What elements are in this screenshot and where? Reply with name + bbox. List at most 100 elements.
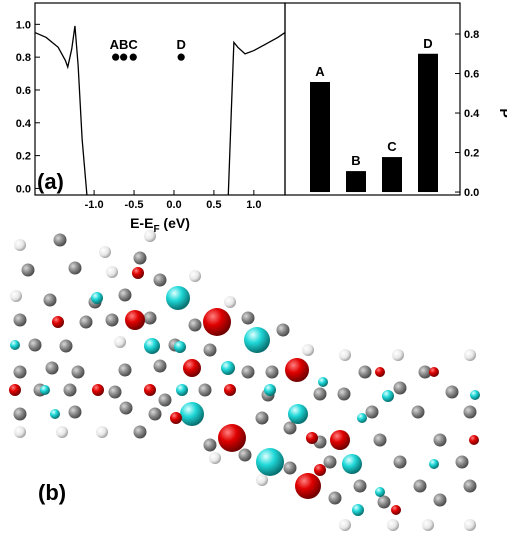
- cyan-orbital-lobe: [166, 286, 190, 310]
- hydrogen-atom: [256, 474, 268, 486]
- red-orbital-lobe: [9, 384, 21, 396]
- state-point: [112, 53, 120, 61]
- dos-line: [34, 25, 286, 196]
- carbon-atom: [238, 448, 252, 462]
- carbon-atom: [365, 405, 379, 419]
- hydrogen-atom: [14, 426, 26, 438]
- hydrogen-atom: [99, 246, 111, 258]
- y-tick-label: 0.4: [464, 108, 480, 120]
- carbon-atom: [119, 401, 133, 415]
- panel-label: (b): [38, 480, 66, 505]
- red-orbital-lobe: [183, 359, 201, 377]
- carbon-atom: [283, 461, 297, 475]
- carbon-atom: [153, 359, 167, 373]
- carbon-atom: [353, 479, 367, 493]
- carbon-atom: [133, 251, 147, 265]
- x-axis-label-part: E-E: [130, 215, 153, 231]
- carbon-atom: [198, 383, 212, 397]
- red-orbital-lobe: [144, 384, 156, 396]
- carbon-atom: [418, 365, 432, 379]
- x-tick-label: 0.5: [206, 199, 221, 211]
- y-tick-label: 0.0: [464, 187, 479, 199]
- y-tick-label: 0.6: [464, 69, 479, 81]
- x-tick-label: -0.5: [125, 199, 144, 211]
- carbon-atom: [63, 383, 77, 397]
- carbon-atom: [393, 455, 407, 469]
- red-orbital-lobe: [314, 464, 326, 476]
- cyan-orbital-lobe: [357, 413, 367, 423]
- x-axis-label-part: F: [153, 224, 159, 235]
- carbon-atom: [203, 343, 217, 357]
- carbon-atom: [68, 405, 82, 419]
- carbon-atom: [118, 363, 132, 377]
- carbon-atom: [413, 479, 427, 493]
- carbon-atom: [433, 433, 447, 447]
- hydrogen-atom: [339, 519, 351, 531]
- red-orbital-lobe: [429, 367, 439, 377]
- carbon-atom: [79, 315, 93, 329]
- carbon-atom: [313, 387, 327, 401]
- red-orbital-lobe: [92, 384, 104, 396]
- carbon-atom: [455, 455, 469, 469]
- carbon-atom: [43, 293, 57, 307]
- carbon-atom: [411, 405, 425, 419]
- carbon-atom: [463, 479, 477, 493]
- red-orbital-lobe: [330, 430, 350, 450]
- cyan-orbital-lobe: [352, 504, 364, 516]
- carbon-atom: [463, 405, 477, 419]
- carbon-atom: [337, 387, 351, 401]
- carbon-atom: [13, 407, 27, 421]
- carbon-atom: [358, 365, 372, 379]
- carbon-atom: [377, 495, 391, 509]
- red-orbital-lobe: [125, 310, 145, 330]
- hydrogen-atom: [56, 426, 68, 438]
- carbon-atom: [13, 365, 27, 379]
- y-tick-label: 1.0: [16, 19, 31, 31]
- y-tick-label: 0.8: [16, 52, 31, 64]
- carbon-atom: [118, 288, 132, 302]
- hydrogen-atom: [224, 296, 236, 308]
- carbon-atom: [13, 313, 27, 327]
- hydrogen-atom: [387, 519, 399, 531]
- cyan-orbital-lobe: [318, 377, 328, 387]
- hydrogen-atom: [422, 519, 434, 531]
- carbon-atom: [276, 323, 290, 337]
- bar-category-label: B: [351, 153, 360, 168]
- hydrogen-atom: [392, 349, 404, 361]
- hydrogen-atom: [189, 270, 201, 282]
- hydrogen-atom: [96, 426, 108, 438]
- red-orbital-lobe: [285, 358, 309, 382]
- x-tick-label: 1.0: [246, 199, 261, 211]
- red-orbital-lobe: [52, 316, 64, 328]
- carbon-atom: [373, 433, 387, 447]
- y-tick-label: 0.4: [16, 118, 32, 130]
- plot-frame: [284, 2, 461, 196]
- y-tick-label: 0.0: [16, 183, 31, 195]
- bar-category-label: A: [315, 64, 325, 79]
- carbon-atom: [241, 365, 255, 379]
- red-orbital-lobe: [170, 412, 182, 424]
- carbon-atom: [283, 421, 297, 435]
- x-tick-label: -1.0: [85, 199, 104, 211]
- plot-frame: [34, 2, 286, 196]
- carbon-atom: [105, 313, 119, 327]
- cyan-orbital-lobe: [144, 338, 160, 354]
- carbon-atom: [133, 425, 147, 439]
- hydrogen-atom: [464, 349, 476, 361]
- hydrogen-atom: [209, 452, 221, 464]
- bar: [310, 82, 330, 193]
- bar-category-label: D: [423, 36, 432, 51]
- carbon-atom: [188, 318, 202, 332]
- red-orbital-lobe: [306, 432, 318, 444]
- carbon-atom: [255, 411, 269, 425]
- carbon-atom: [158, 393, 172, 407]
- carbon-atom: [143, 311, 157, 325]
- carbon-atom: [71, 365, 85, 379]
- bar: [382, 157, 402, 193]
- panel-label: (a): [37, 169, 64, 194]
- carbon-atom: [241, 311, 255, 325]
- carbon-atom: [265, 365, 279, 379]
- cyan-orbital-lobe: [288, 404, 308, 424]
- carbon-atom: [328, 491, 342, 505]
